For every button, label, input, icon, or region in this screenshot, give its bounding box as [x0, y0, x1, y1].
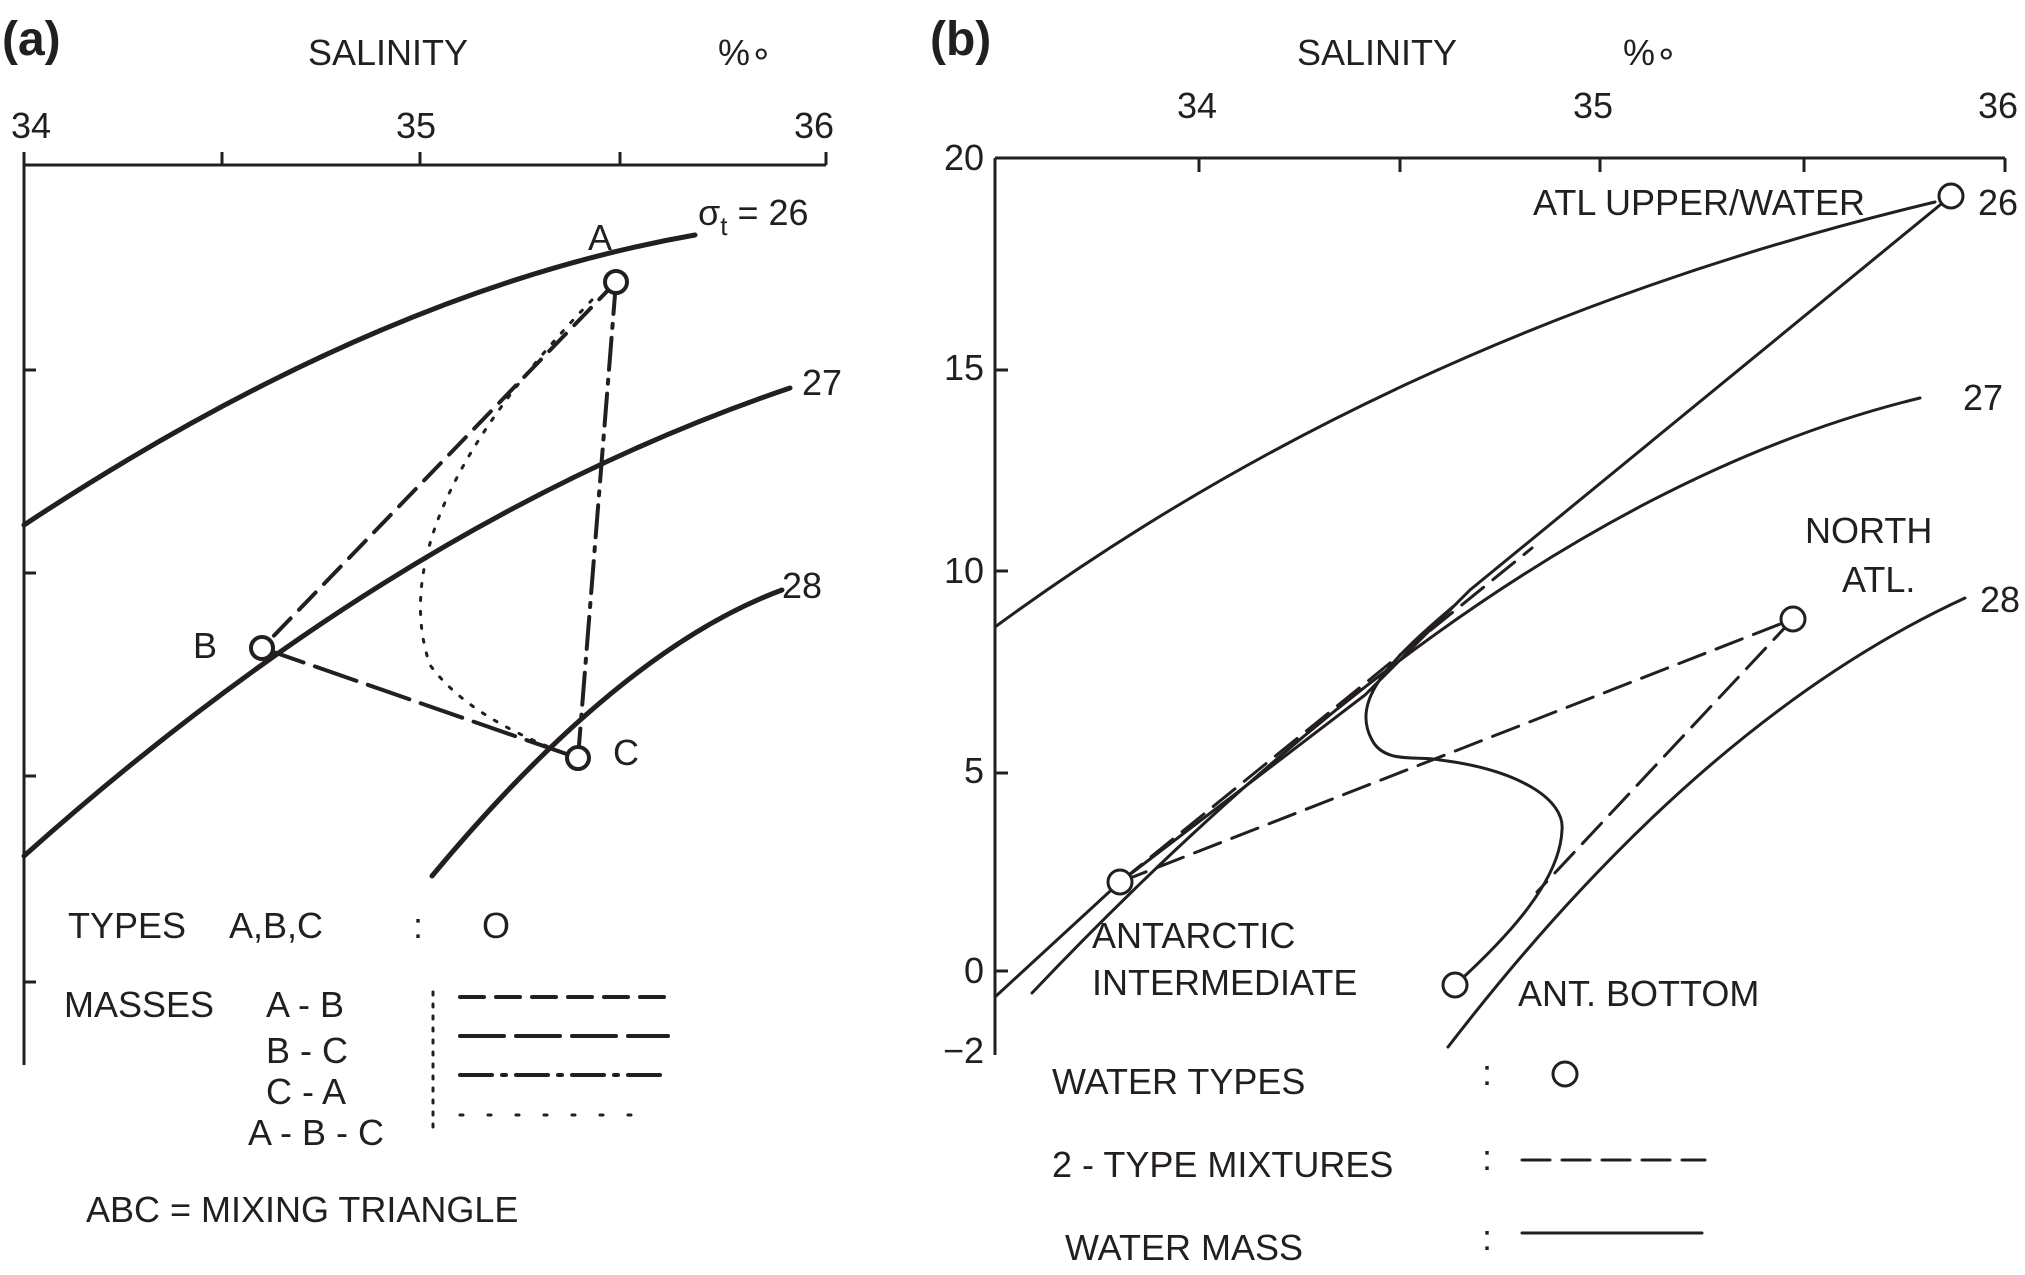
- panel-a-label-c: C: [613, 732, 639, 773]
- panel-b-sigma-26: [993, 200, 1937, 629]
- panel-b-point-antarctic: [1106, 868, 1134, 896]
- legend-mass-a-b-c: A - B - C: [248, 1112, 384, 1153]
- panel-a-point-c: [565, 745, 591, 771]
- legend-colon-1: :: [1482, 1052, 1492, 1093]
- legend-mass-a-b: A - B: [266, 984, 344, 1025]
- panel-b-legend: WATER TYPES : 2 - TYPE MIXTURES : WATER …: [1052, 1052, 1707, 1268]
- panel-a-sigma-27: [21, 385, 793, 859]
- panel-b-ytick-0: 0: [964, 950, 984, 991]
- panel-a-mass-b-c: [260, 646, 580, 760]
- panel-b-ytick-20: 20: [944, 137, 984, 178]
- panel-b-sigma-26-label: 26: [1978, 182, 2018, 223]
- panel-a-mass-a-b-c: [418, 298, 594, 760]
- panel-b-point-north-atl: [1779, 605, 1807, 633]
- label-north-atl-line1: NORTH: [1805, 510, 1932, 551]
- legend-water-type-symbol: [1551, 1060, 1579, 1088]
- panel-a-mass-a-b: [260, 280, 618, 650]
- panel-b-point-atl-upper: [1937, 182, 1965, 210]
- panel-b: (b) SALINITY %∘ 34 35 36 20 15 10 5 0 −2…: [930, 13, 2020, 1268]
- label-ant-bottom: ANT. BOTTOM: [1518, 973, 1759, 1014]
- panel-a-tick-34: 34: [11, 105, 51, 146]
- panel-a-legend: TYPES A,B,C : O MASSES A - B B - C C - A…: [64, 905, 670, 1230]
- panel-a-tick-36: 36: [794, 105, 834, 146]
- panel-a-sigma-26-label: σt = 26: [698, 192, 809, 241]
- panel-b-water-mass-curve: [993, 194, 1953, 999]
- legend-types-symbol: O: [482, 905, 510, 946]
- panel-a-axis-title: SALINITY: [308, 32, 468, 73]
- legend-types-colon: :: [413, 905, 423, 946]
- legend-masses-label: MASSES: [64, 984, 214, 1025]
- panel-a-tick-35: 35: [396, 105, 436, 146]
- panel-b-label: (b): [930, 13, 991, 66]
- label-antarctic-line2: INTERMEDIATE: [1092, 962, 1357, 1003]
- legend-types-value: A,B,C: [229, 905, 323, 946]
- panel-b-mixture-antarctic-north: [1118, 617, 1795, 884]
- panel-b-ytick-5: 5: [964, 750, 984, 791]
- legend-equation: ABC = MIXING TRIANGLE: [86, 1189, 518, 1230]
- legend-colon-3: :: [1482, 1217, 1492, 1258]
- panel-a-label-b: B: [193, 625, 217, 666]
- panel-a-label: (a): [2, 13, 61, 66]
- panel-a-label-a: A: [588, 217, 612, 258]
- panel-a-sigma-27-label: 27: [802, 362, 842, 403]
- legend-mass-b-c: B - C: [266, 1030, 348, 1071]
- label-atl-upper-water: ATL UPPER/WATER: [1533, 182, 1865, 223]
- panel-a-sigma-28: [429, 587, 785, 879]
- panel-b-unit: %∘: [1623, 32, 1678, 73]
- legend-colon-2: :: [1482, 1137, 1492, 1178]
- legend-water-mass: WATER MASS: [1065, 1227, 1303, 1268]
- panel-a-point-a: [603, 269, 629, 295]
- legend-two-type-mixtures: 2 - TYPE MIXTURES: [1052, 1144, 1393, 1185]
- panel-b-tick-34: 34: [1177, 85, 1217, 126]
- legend-water-types: WATER TYPES: [1052, 1061, 1305, 1102]
- legend-types-label: TYPES: [68, 905, 186, 946]
- panel-b-point-ant-bottom: [1441, 971, 1469, 999]
- panel-b-tick-36: 36: [1978, 85, 2018, 126]
- panel-b-tick-35: 35: [1573, 85, 1613, 126]
- panel-b-sigma-27-label: 27: [1963, 377, 2003, 418]
- panel-b-ticks: [995, 158, 2007, 973]
- panel-a-mass-c-a: [576, 280, 618, 760]
- panel-b-sigma-27: [1030, 396, 1922, 995]
- panel-a-sigma-26: [21, 232, 698, 528]
- panel-b-mixture-antarctic-atl: [1118, 546, 1534, 884]
- panel-b-ytick-15: 15: [944, 347, 984, 388]
- panel-a-point-b: [249, 635, 275, 661]
- panel-b-sigma-28: [1446, 596, 1967, 1049]
- legend-mass-c-a: C - A: [266, 1071, 346, 1112]
- panel-a-sigma-28-label: 28: [782, 565, 822, 606]
- panel-a-unit: %∘: [718, 32, 773, 73]
- panel-b-mixture-north-bottom: [1535, 617, 1795, 894]
- panel-b-ytick-10: 10: [944, 550, 984, 591]
- panel-a: (a) SALINITY %∘ 34 35 36 σt = 26 27 28 A…: [2, 13, 842, 1230]
- label-antarctic-line1: ANTARCTIC: [1092, 915, 1295, 956]
- panel-b-axis-title: SALINITY: [1297, 32, 1457, 73]
- panel-b-ytick-neg2: −2: [943, 1030, 984, 1071]
- panel-b-sigma-28-label: 28: [1980, 579, 2020, 620]
- label-north-atl-line2: ATL.: [1842, 559, 1915, 600]
- panel-a-ticks: [22, 152, 828, 984]
